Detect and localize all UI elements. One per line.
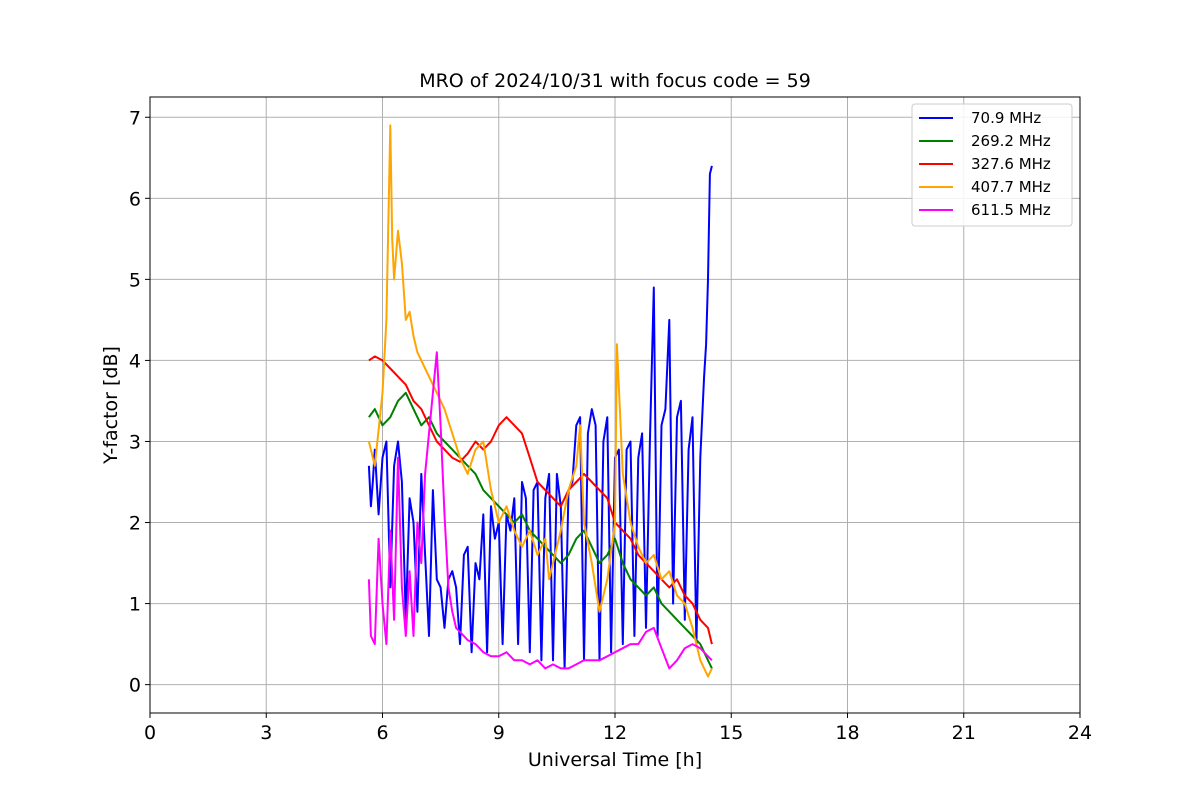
x-tick-label: 3 (260, 722, 272, 744)
y-tick-label: 5 (129, 269, 141, 291)
series-line-4 (367, 351, 713, 670)
chart-title: MRO of 2024/10/31 with focus code = 59 (419, 70, 811, 92)
series-line-3 (367, 124, 713, 678)
legend-label-2: 327.6 MHz (971, 155, 1051, 173)
legend-label-4: 611.5 MHz (971, 201, 1051, 219)
x-tick-label: 12 (603, 722, 627, 744)
x-tick-label: 21 (952, 722, 976, 744)
series-line-2 (368, 355, 713, 645)
x-tick-label: 0 (144, 722, 156, 744)
legend-label-1: 269.2 MHz (971, 132, 1051, 150)
legend-label-0: 70.9 MHz (971, 109, 1041, 127)
series-layer (367, 124, 713, 678)
x-tick-label: 9 (493, 722, 505, 744)
y-tick-label: 1 (129, 594, 141, 616)
series-line-1 (368, 391, 713, 669)
legend: 70.9 MHz 269.2 MHz 327.6 MHz 407.7 MHz 611.5… (911, 103, 1073, 227)
x-axis-label: Universal Time [h] (528, 749, 702, 771)
x-tick-label: 15 (719, 722, 743, 744)
y-tick-label: 4 (129, 350, 141, 372)
y-tick-label: 3 (129, 431, 141, 453)
legend-label-3: 407.7 MHz (971, 178, 1051, 196)
x-tick-label: 18 (835, 722, 859, 744)
y-tick-label: 0 (129, 675, 141, 697)
y-tick-label: 7 (129, 107, 141, 129)
legend-box (911, 103, 1073, 227)
y-axis-label: Y-factor [dB] (100, 346, 122, 465)
series-line-0 (367, 165, 713, 670)
y-tick-label: 2 (129, 513, 141, 535)
x-tick-label: 6 (376, 722, 388, 744)
y-tick-label: 6 (129, 188, 141, 210)
x-tick-label: 24 (1068, 722, 1092, 744)
